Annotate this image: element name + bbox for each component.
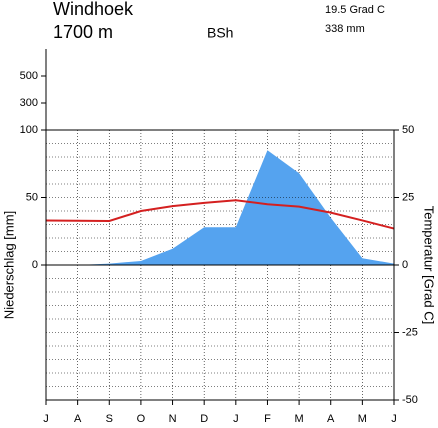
annual-precipitation: 338 mm [325,23,365,35]
x-tick-label: O [137,413,146,425]
y2-tick-label: -50 [402,394,418,406]
x-tick-label: A [74,413,82,425]
climate-class: BSh [207,25,233,41]
chart-subtitle: 1700 m [53,22,113,42]
annual-temperature: 19.5 Grad C [325,4,385,16]
x-tick-label: M [295,413,304,425]
y-tick-label: 50 [26,191,38,203]
x-tick-label: F [264,413,271,425]
x-tick-label: M [358,413,367,425]
x-tick-label: S [106,413,113,425]
y-tick-label: 0 [32,259,38,271]
x-tick-label: J [43,413,49,425]
x-tick-label: J [391,413,397,425]
x-tick-label: N [169,413,177,425]
y-tick-label: 300 [20,97,38,109]
y2-tick-label: 25 [402,191,414,203]
x-tick-label: J [233,413,239,425]
y2-tick-label: 50 [402,124,414,136]
y2-tick-label: 0 [402,259,408,271]
x-tick-label: A [327,413,335,425]
chart-title: Windhoek [53,0,134,19]
y-tick-label: 500 [20,70,38,82]
y2-tick-label: -25 [402,326,418,338]
y2-axis-label: Temperatur [Grad C] [422,206,437,325]
precipitation-area [46,150,394,265]
temperature-line [45,199,395,230]
y-tick-label: 100 [20,124,38,136]
y-axis-label: Niederschlag [mm] [1,211,16,319]
x-tick-label: D [200,413,208,425]
